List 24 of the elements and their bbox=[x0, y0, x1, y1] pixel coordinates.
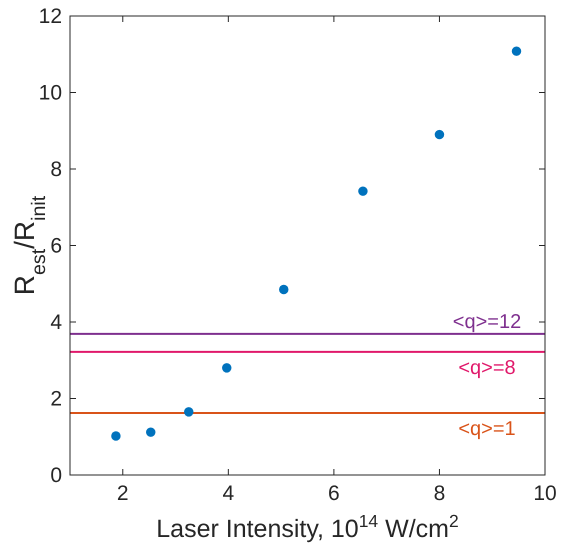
point bbox=[146, 427, 156, 437]
x-tick-label: 8 bbox=[434, 482, 446, 505]
annotation: <q>=1 bbox=[458, 418, 516, 440]
y-tick-label: 12 bbox=[38, 5, 62, 28]
point bbox=[222, 363, 232, 373]
y-tick-label: 4 bbox=[50, 311, 62, 334]
x-tick-label: 4 bbox=[222, 482, 234, 505]
y-tick-label: 2 bbox=[50, 388, 62, 410]
y-tick-label: 8 bbox=[50, 158, 62, 181]
x-tick-label: 10 bbox=[533, 482, 557, 505]
annotation: <q>=8 bbox=[458, 356, 516, 379]
y-tick-label: 0 bbox=[50, 464, 62, 487]
x-tick-label: 6 bbox=[328, 482, 340, 505]
point bbox=[279, 284, 288, 294]
point bbox=[184, 407, 194, 417]
x-axis-title: Laser Intensity, 10$^{14}$ W/cm$^{2}$ bbox=[156, 511, 459, 543]
point bbox=[358, 186, 368, 196]
point bbox=[111, 431, 121, 441]
y-tick-label: 10 bbox=[38, 82, 62, 104]
point bbox=[434, 130, 444, 140]
y-tick-label: 6 bbox=[50, 234, 62, 258]
x-tick-label: 2 bbox=[116, 482, 129, 505]
annotation: <q>=12 bbox=[452, 310, 522, 333]
point bbox=[512, 46, 522, 56]
